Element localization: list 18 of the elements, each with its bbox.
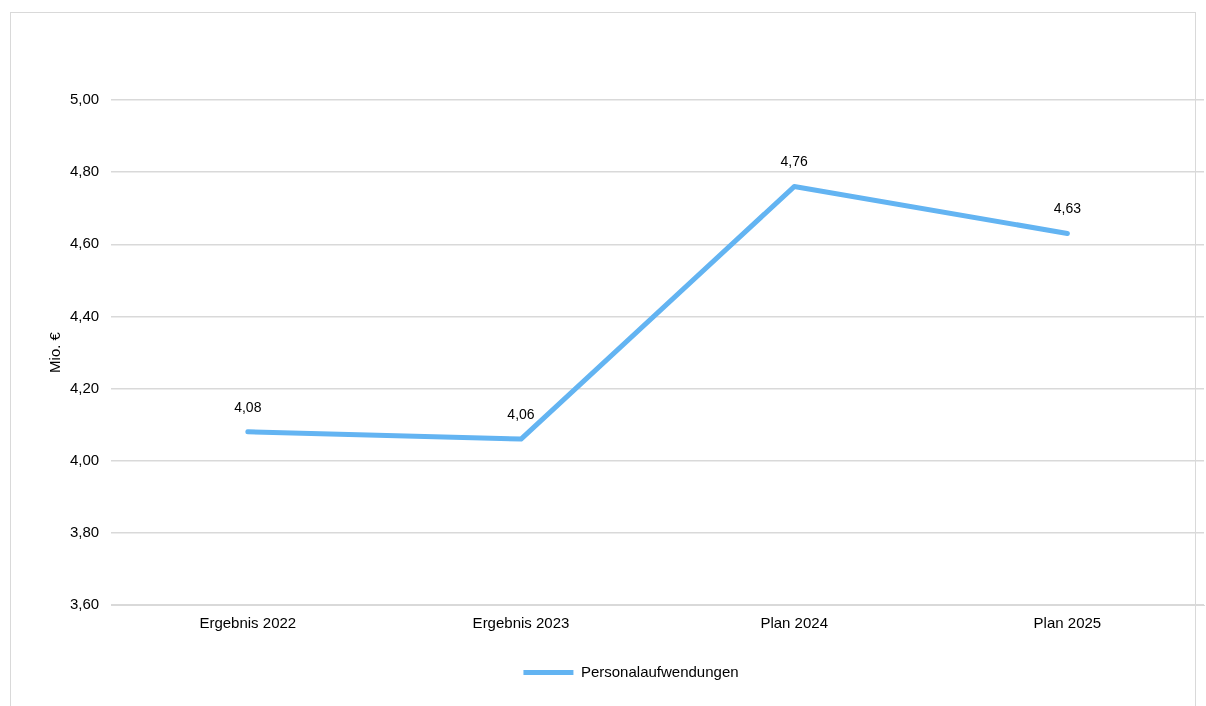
y-tick-label: 5,00 (69, 90, 100, 108)
data-label: 4,08 (234, 398, 262, 415)
data-label: 4,63 (1053, 200, 1082, 217)
legend-label: Personalaufwendungen (580, 662, 739, 680)
y-tick-label: 3,60 (69, 595, 100, 613)
y-axis-title: Mio. € (46, 331, 64, 373)
y-tick-label: 4,40 (69, 306, 100, 324)
y-tick-label: 4,80 (69, 162, 100, 180)
x-tick-label: Ergebnis 2023 (472, 614, 570, 632)
x-tick-label: Plan 2025 (1033, 614, 1102, 632)
x-tick-label: Plan 2024 (760, 614, 828, 632)
data-label: 4,76 (780, 153, 809, 170)
y-tick-label: 4,00 (69, 450, 100, 468)
x-tick-label: Ergebnis 2022 (199, 614, 297, 632)
y-tick-label: 4,60 (69, 234, 100, 252)
y-tick-label: 3,80 (69, 523, 100, 540)
data-label: 4,06 (507, 405, 535, 422)
y-tick-label: 4,20 (69, 378, 100, 396)
